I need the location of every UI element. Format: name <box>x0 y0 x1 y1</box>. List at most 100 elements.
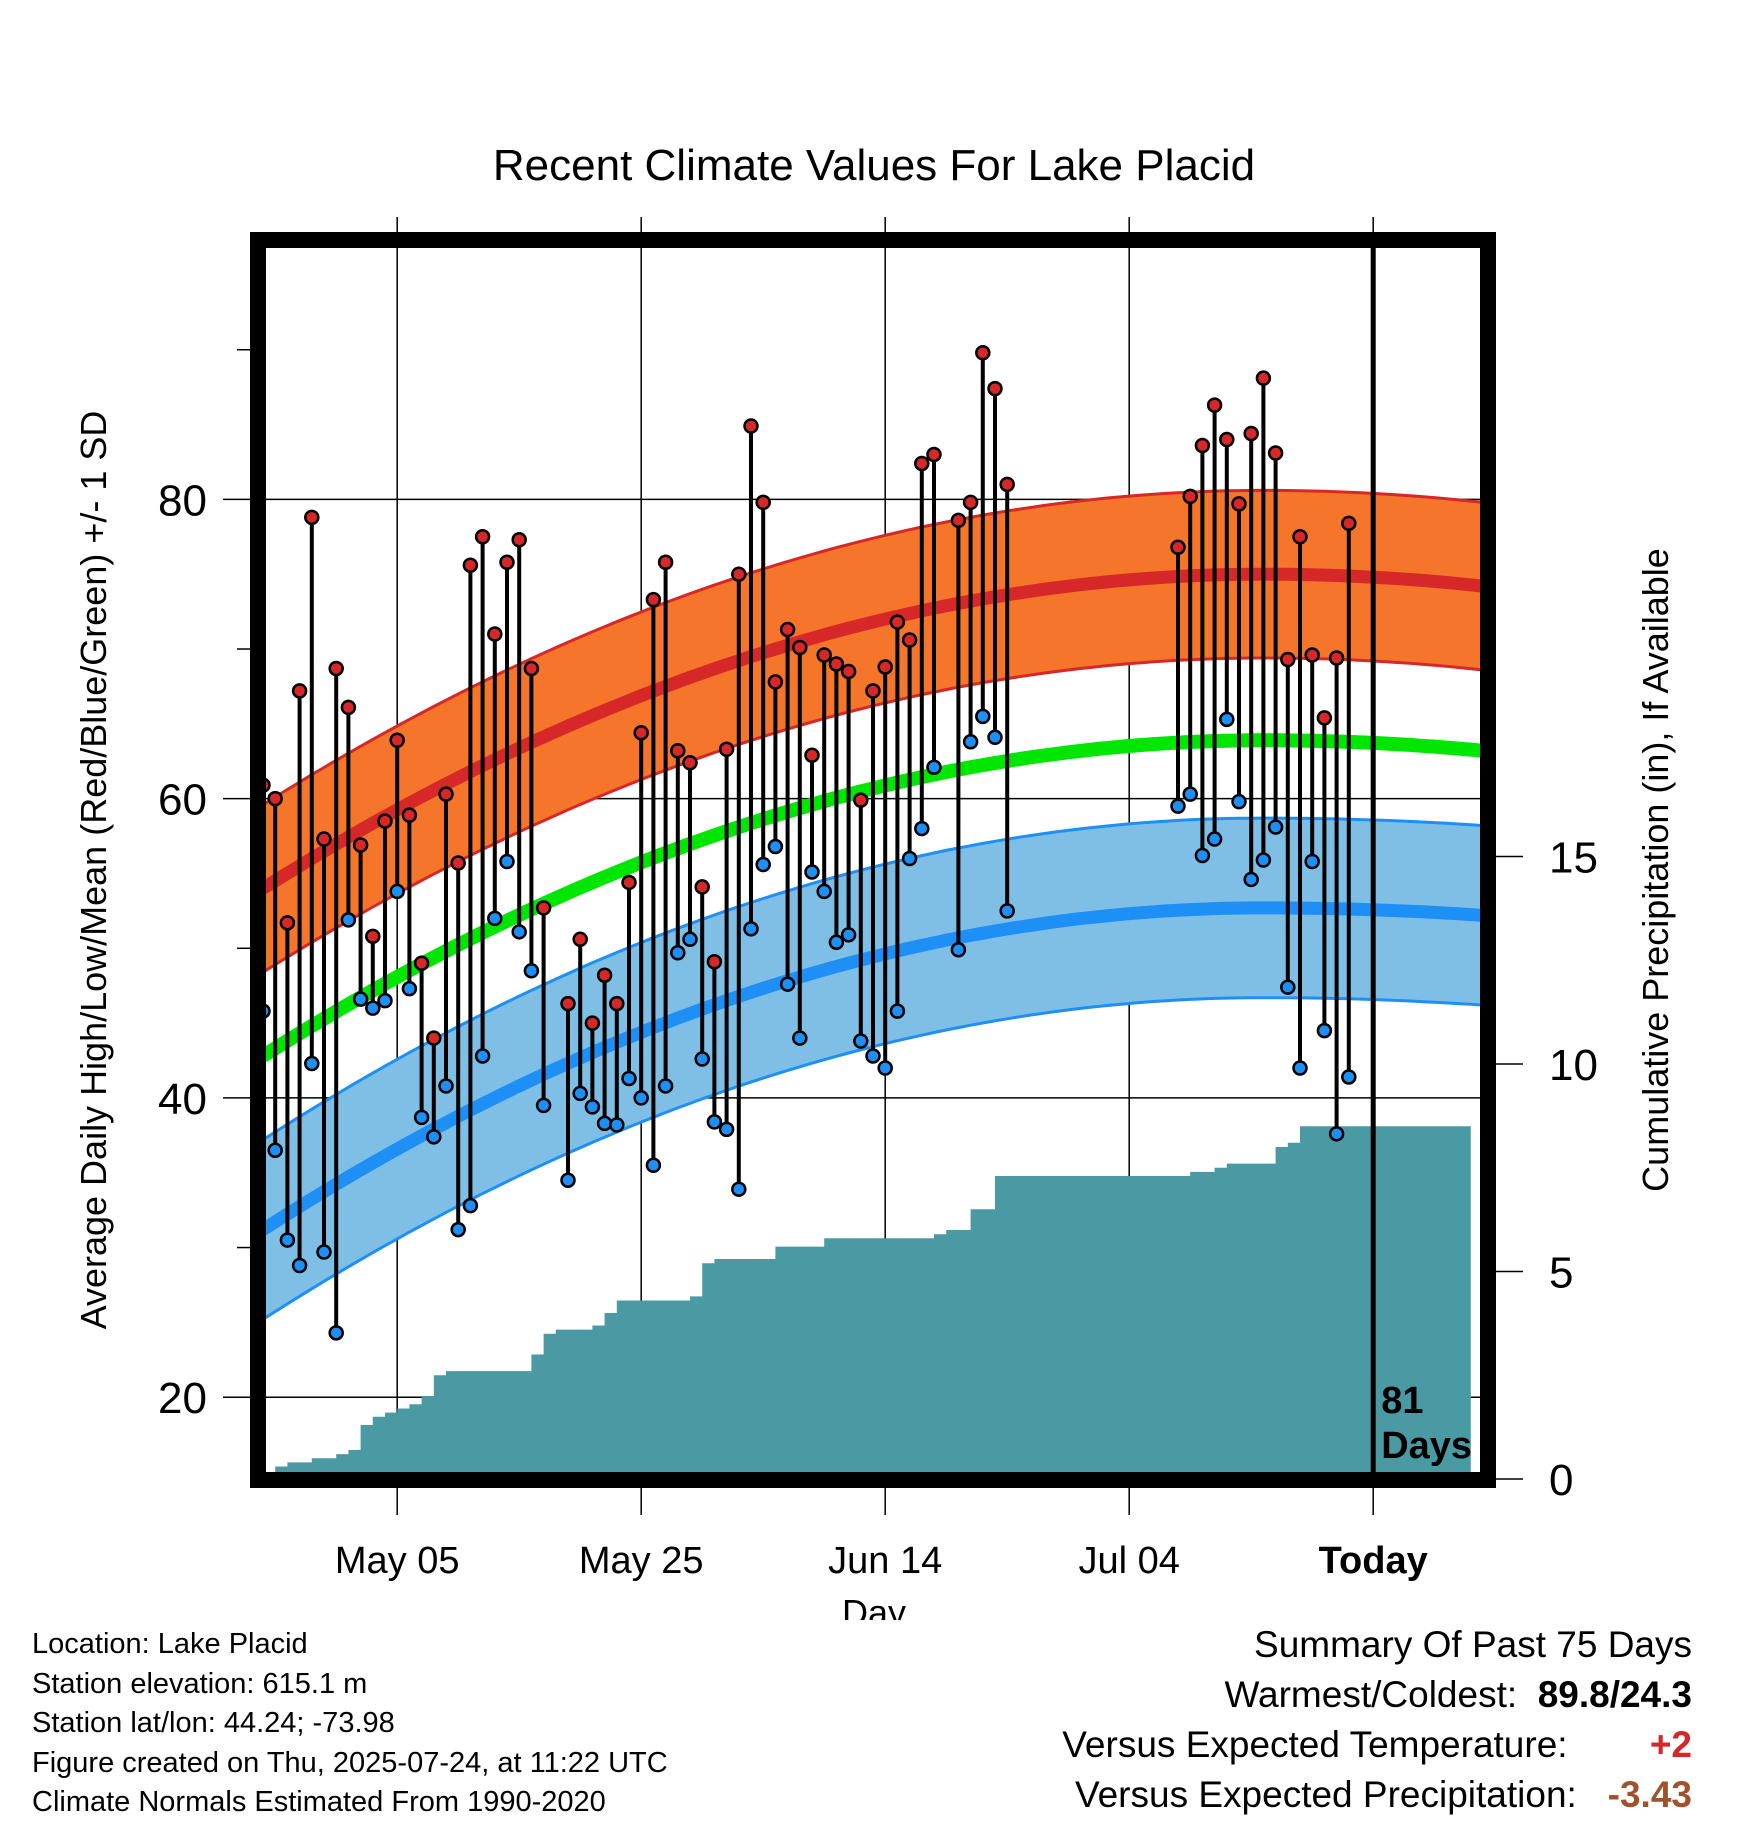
daily-high-point <box>962 494 979 511</box>
daily-high-point <box>352 837 369 853</box>
daily-high-point <box>901 632 918 648</box>
daily-high-point <box>474 529 491 545</box>
daily-low-point <box>1243 871 1259 888</box>
x-axis-title: Day <box>842 1592 906 1620</box>
precip-deviation-value: -3.43 <box>1607 1774 1692 1815</box>
y2-tick-label: 0 <box>1549 1456 1573 1505</box>
summary-title: Summary Of Past 75 Days <box>1254 1624 1692 1665</box>
x-tick-label: Jul 04 <box>1078 1540 1179 1582</box>
daily-low-point <box>1328 1126 1345 1142</box>
y-axis-title: Average Daily High/Low/Mean (Red/Blue/Gr… <box>73 411 114 1330</box>
daily-low-point <box>1182 786 1198 802</box>
daily-low-point <box>694 1051 710 1067</box>
y2-tick-label: 15 <box>1549 834 1598 883</box>
daily-high-point <box>670 743 686 759</box>
daily-high-point <box>596 967 613 983</box>
daily-high-point <box>694 879 710 895</box>
daily-high-point <box>499 554 515 570</box>
created-text: Figure created on Thu, 2025-07-24, at 11… <box>32 1746 668 1779</box>
daily-high-point <box>609 995 625 1012</box>
daily-high-point <box>889 614 906 630</box>
daily-low-point <box>816 883 832 900</box>
daily-low-point <box>462 1197 479 1214</box>
high-normal-line <box>259 567 1484 894</box>
daily-low-point <box>438 1078 454 1094</box>
daily-high-point <box>828 656 845 672</box>
daily-high-point <box>987 380 1003 397</box>
daily-high-point <box>1292 529 1308 545</box>
daily-low-point <box>975 708 991 725</box>
daily-high-point <box>487 626 503 642</box>
daily-low-point <box>377 992 393 1009</box>
daily-high-point <box>804 747 820 764</box>
summary-panel: Summary Of Past 75 Days Warmest/Coldest:… <box>1062 1620 1692 1820</box>
daily-low-point <box>828 934 845 951</box>
daily-low-point <box>621 1070 637 1087</box>
climate-chart: Recent Climate Values For Lake Placid 81… <box>73 141 1676 1620</box>
daily-low-point <box>962 734 979 750</box>
daily-high-point <box>1243 425 1259 442</box>
daily-high-point <box>999 476 1015 493</box>
daily-high-point <box>1316 710 1333 726</box>
daily-high-point <box>365 928 381 945</box>
daily-high-point <box>1328 650 1345 666</box>
daily-low-point <box>535 1097 552 1114</box>
daily-low-point <box>877 1060 893 1076</box>
daily-high-point <box>584 1015 601 1031</box>
daily-high-point <box>1304 647 1320 663</box>
y2-axis-title: Cumulative Precipitation (in), If Availa… <box>1635 548 1676 1192</box>
daily-high-point <box>1170 539 1186 556</box>
daily-high-point <box>1231 496 1247 512</box>
daily-low-point <box>389 883 405 900</box>
daily-low-point <box>1219 711 1235 728</box>
daily-low-point <box>926 759 942 775</box>
x-tick-label: May 05 <box>335 1540 460 1582</box>
daily-high-point <box>633 725 649 741</box>
daily-low-point <box>352 991 369 1007</box>
daily-low-point <box>853 1033 869 1049</box>
daily-high-point <box>779 621 796 638</box>
daily-low-point <box>267 1142 283 1159</box>
daily-high-point <box>1206 397 1223 413</box>
y2-tick-label: 5 <box>1549 1249 1573 1298</box>
daily-high-point <box>853 792 869 808</box>
daily-high-point <box>950 512 967 529</box>
station-info: Location: Lake Placid Station elevation:… <box>32 1625 668 1823</box>
daily-low-point <box>1206 831 1223 847</box>
daily-low-point <box>426 1129 442 1145</box>
daily-low-point <box>901 850 918 867</box>
y-tick-label: 60 <box>158 776 207 825</box>
daily-low-point <box>450 1221 466 1238</box>
daily-high-point <box>816 647 832 663</box>
daily-low-point <box>743 921 759 937</box>
daily-low-point <box>1292 1060 1308 1076</box>
plot-frame <box>250 232 1496 1488</box>
daily-low-point <box>609 1117 625 1133</box>
precip-deviation-label: Versus Expected Precipitation: <box>1074 1774 1577 1815</box>
warmest-value: 89.8/24.3 <box>1537 1674 1692 1715</box>
daily-high-point <box>535 900 552 916</box>
daily-low-point <box>999 903 1015 919</box>
y-tick-label: 80 <box>158 476 207 525</box>
daily-high-point <box>914 455 930 472</box>
daily-low-point <box>645 1157 662 1174</box>
daily-high-point <box>731 566 747 582</box>
daily-high-point <box>645 591 662 608</box>
daily-low-point <box>1267 819 1284 835</box>
daily-low-point <box>523 962 540 979</box>
daily-high-point <box>304 509 320 526</box>
latlon-text: Station lat/lon: 44.24; -73.98 <box>32 1707 395 1739</box>
x-tick-label: Today <box>1319 1540 1428 1582</box>
daily-low-point <box>987 729 1003 746</box>
daily-low-point <box>316 1244 332 1260</box>
warmest-coldest-row: Warmest/Coldest: 89.8/24.3 <box>1062 1670 1692 1720</box>
daily-high-point <box>621 874 637 891</box>
daily-low-point <box>560 1172 576 1188</box>
normals-text: Climate Normals Estimated From 1990-2020 <box>32 1786 606 1818</box>
daily-low-point <box>731 1181 747 1197</box>
daily-low-point <box>718 1121 735 1138</box>
daily-high-point <box>840 663 857 680</box>
daily-high-point <box>975 344 991 361</box>
daily-high-point <box>1280 651 1296 668</box>
